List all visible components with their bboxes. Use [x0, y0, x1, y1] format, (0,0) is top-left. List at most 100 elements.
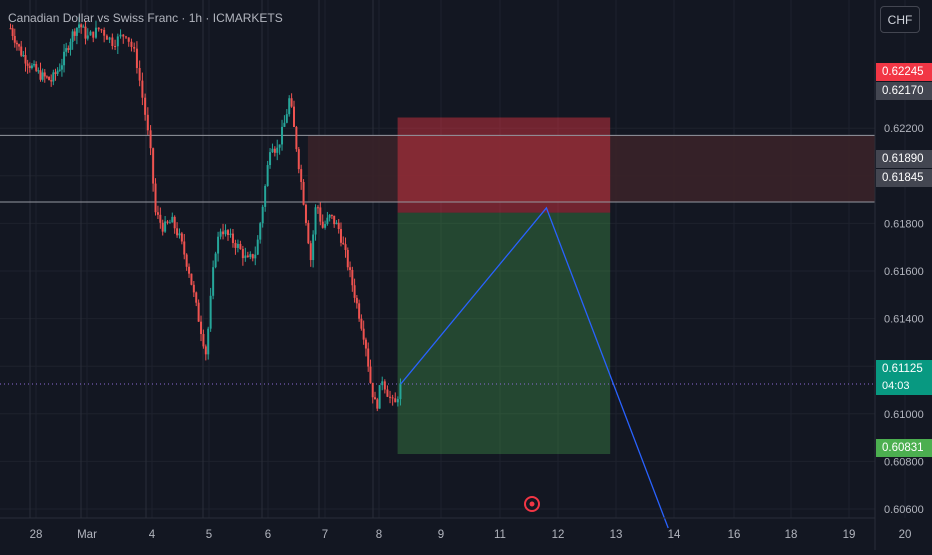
y-tick-label: 0.61800 [884, 218, 924, 230]
candle-body [269, 152, 272, 166]
candle-body [171, 216, 174, 223]
candle-body [20, 46, 23, 56]
candle-body [168, 222, 171, 224]
candle-body [84, 26, 87, 39]
candle-body [103, 29, 106, 36]
candle-body [288, 98, 291, 115]
candle-body [316, 207, 319, 209]
x-tick-label: 20 [899, 529, 912, 541]
candle-body [164, 221, 167, 232]
level-lines [0, 134, 875, 385]
candle-body [26, 63, 29, 66]
candle-body [22, 55, 25, 57]
candle-body [111, 37, 114, 46]
candle-body [326, 217, 329, 225]
candle-body [52, 72, 55, 82]
candle-body [119, 34, 122, 37]
candle-body [297, 149, 300, 170]
x-tick-label: 14 [668, 529, 681, 541]
candle-body [78, 24, 81, 28]
candle-body [75, 27, 78, 36]
x-tick-label: 4 [149, 529, 156, 541]
x-tick-label: 28 [30, 529, 43, 541]
candle-body [219, 231, 222, 237]
candle-body [185, 254, 188, 267]
candle-body [116, 36, 119, 47]
candle-body [58, 69, 61, 71]
candle-body [312, 234, 315, 261]
candle-body [349, 267, 352, 270]
candle-body [24, 55, 27, 64]
candle-body [122, 34, 125, 37]
candle-body [391, 397, 394, 399]
candle-body [217, 236, 220, 254]
candle-body [63, 51, 66, 66]
take-profit-price-tag: 0.60831 [876, 439, 932, 457]
candle-body [266, 165, 269, 187]
candle-body [389, 396, 392, 398]
candle-body [212, 267, 215, 296]
candle-body [249, 254, 252, 258]
candle-body [141, 80, 144, 98]
x-tick-label: 18 [785, 529, 798, 541]
candle-body [50, 80, 53, 82]
candle-body [376, 399, 379, 409]
y-tick-label: 0.60600 [884, 504, 924, 516]
candle-body [144, 97, 147, 115]
candle-body [127, 37, 130, 42]
take-profit-zone [397, 212, 611, 455]
candle-body [135, 48, 138, 69]
event-marker-dot [529, 501, 535, 507]
currency-button[interactable]: CHF [880, 6, 920, 33]
candle-body [371, 382, 374, 398]
candle-body [234, 242, 237, 248]
candle-body [271, 148, 274, 153]
candle-body [73, 31, 76, 36]
candle-body [394, 398, 397, 403]
x-tick-label: 8 [376, 529, 382, 541]
candle-body [321, 221, 324, 228]
candle-body [292, 106, 295, 127]
x-tick-label: 11 [494, 529, 506, 541]
candle-body [330, 214, 333, 216]
candle-body [251, 254, 254, 259]
candle-body [100, 29, 103, 31]
candle-body [364, 339, 367, 349]
candle-body [300, 169, 303, 183]
candle-body [281, 126, 284, 145]
candle-body [48, 76, 51, 81]
candle-body [41, 72, 44, 80]
candle-body [290, 98, 293, 107]
candle-body [56, 70, 59, 74]
candle-body [386, 389, 389, 397]
candle-body [362, 328, 365, 340]
candle-body [204, 346, 207, 355]
projected-price-path [400, 206, 669, 529]
x-tick-label: Mar [77, 529, 97, 541]
candle-body [190, 273, 193, 285]
y-tick-label: 0.61000 [884, 409, 924, 421]
candle-body [94, 27, 97, 38]
candle-body [86, 35, 89, 39]
candle-body [367, 348, 370, 367]
candle-body [244, 255, 247, 259]
x-tick-label: 7 [322, 529, 328, 541]
candle-body [283, 122, 286, 127]
y-tick-label: 0.61600 [884, 266, 924, 278]
candle-body [97, 27, 100, 30]
candle-body [15, 42, 18, 45]
candle-body [133, 46, 136, 49]
zones [307, 117, 875, 455]
chart-title: Canadian Dollar vs Swiss Franc · 1h · IC… [8, 11, 283, 25]
candle-body [149, 130, 152, 149]
candle-body [381, 381, 384, 386]
x-tick-label: 16 [728, 529, 741, 541]
candle-body [259, 223, 262, 240]
candle-body [314, 207, 317, 235]
candle-body [30, 65, 33, 69]
candle-body [353, 285, 356, 298]
candle-body [161, 222, 164, 232]
x-tick-label: 5 [206, 529, 212, 541]
